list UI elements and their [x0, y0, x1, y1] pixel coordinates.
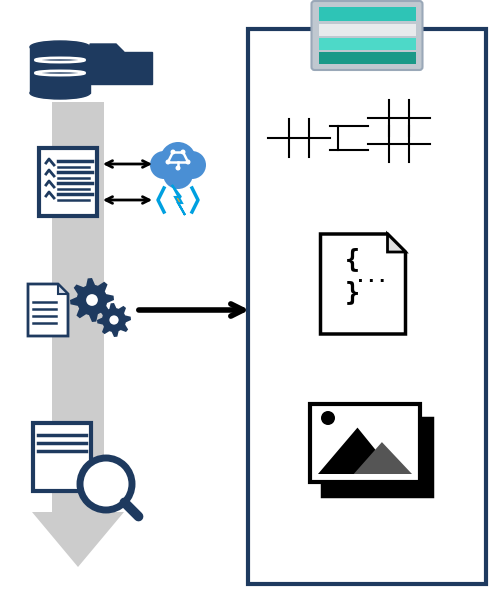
Circle shape: [160, 142, 196, 178]
Text: ...: ...: [355, 268, 388, 286]
Polygon shape: [172, 185, 185, 215]
Polygon shape: [70, 278, 114, 322]
Bar: [318, 52, 416, 64]
Circle shape: [178, 151, 206, 179]
Bar: [318, 38, 416, 50]
Bar: [90, 52, 152, 84]
Circle shape: [80, 458, 132, 510]
Ellipse shape: [30, 41, 90, 53]
Circle shape: [110, 315, 118, 324]
Bar: [38, 457, 58, 481]
Bar: [318, 24, 416, 36]
Circle shape: [150, 151, 178, 179]
FancyBboxPatch shape: [312, 1, 422, 70]
Bar: [318, 7, 416, 21]
Bar: [368, 126, 430, 162]
Polygon shape: [318, 428, 395, 474]
Circle shape: [321, 411, 335, 425]
Polygon shape: [97, 303, 131, 337]
Text: }: }: [345, 280, 360, 304]
Bar: [52, 102, 104, 512]
Polygon shape: [58, 284, 68, 294]
Circle shape: [166, 160, 170, 165]
Polygon shape: [320, 234, 406, 334]
Bar: [322, 418, 432, 496]
Text: {: {: [345, 247, 360, 271]
Bar: [368, 100, 430, 136]
Bar: [268, 119, 330, 157]
Polygon shape: [388, 234, 406, 252]
Polygon shape: [28, 284, 68, 336]
Ellipse shape: [30, 87, 90, 99]
Bar: [39, 148, 97, 216]
Circle shape: [186, 160, 190, 165]
Circle shape: [180, 149, 186, 154]
Circle shape: [86, 294, 98, 306]
Bar: [248, 29, 486, 584]
Polygon shape: [90, 44, 124, 52]
Bar: [33, 423, 91, 491]
Polygon shape: [354, 442, 412, 474]
Circle shape: [170, 149, 175, 154]
Bar: [310, 404, 420, 482]
Bar: [30, 47, 90, 93]
Circle shape: [176, 165, 180, 171]
Polygon shape: [32, 512, 124, 567]
Circle shape: [163, 159, 193, 189]
